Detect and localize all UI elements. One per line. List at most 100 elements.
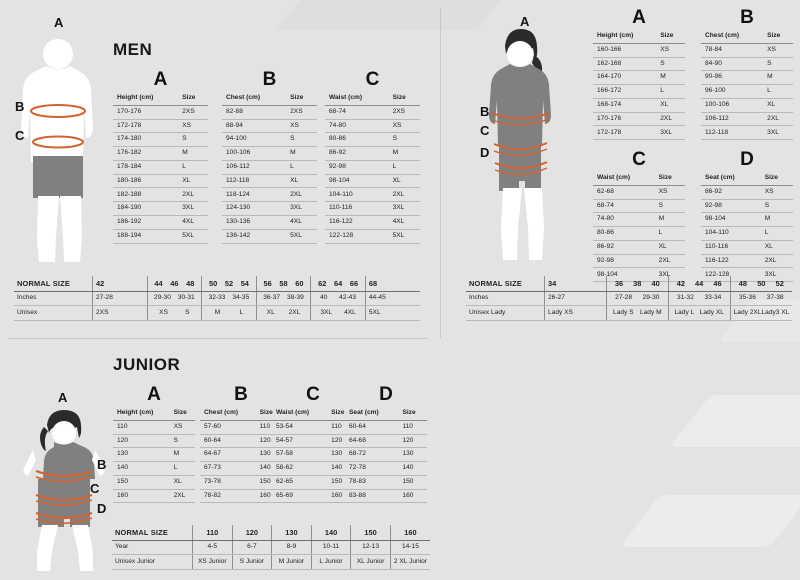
measurement-value: 110-116: [701, 240, 759, 255]
normal-size-value: 33-34: [704, 294, 722, 302]
table-group-letter: C: [365, 69, 380, 90]
measurement-value: 120: [113, 434, 168, 449]
size-value: 5XL: [284, 229, 317, 244]
normal-size-cell: 27-28: [92, 291, 148, 307]
size-value: L: [652, 226, 685, 241]
measurement-value: 78-82: [200, 489, 254, 504]
measurement-value: 68-74: [593, 199, 653, 214]
normal-size-value: 48: [738, 278, 747, 288]
section-title-men: MEN: [113, 40, 153, 59]
size-value: 3XL: [284, 201, 317, 217]
size-value: S: [761, 57, 793, 72]
table-row: 92-98 L: [325, 160, 420, 175]
column-header: Size: [167, 407, 195, 421]
normal-size-cell: S Junior: [231, 554, 272, 571]
table-group-letter: B: [740, 7, 754, 28]
normal-size-row: Year 4-5 6-7 8-9 10-11 12-13 14-15: [112, 540, 430, 556]
table-row: 92-98 2XL: [593, 254, 685, 269]
measurement-value: 78-84: [701, 43, 762, 58]
table-row: 168-174 XL: [593, 98, 685, 113]
normal-size-cell: 6-7: [231, 540, 272, 556]
normal-size-value: 32-33: [208, 294, 226, 302]
size-value: L: [758, 226, 793, 241]
table-header-row: Seat (cm) Size: [701, 172, 793, 186]
table-row: 178-184 L: [113, 160, 208, 175]
measurement-value: 140: [113, 461, 168, 476]
figure-label-c: C: [480, 123, 490, 138]
row-label: Inches: [466, 291, 545, 307]
measurement-value: 86-92: [593, 240, 653, 255]
row-label: Year: [112, 540, 193, 556]
measurement-value: 92-98: [701, 199, 759, 214]
normal-size-row: Unisex Lady Lady XS Lady S Lady M Lady L Lady…: [466, 305, 792, 322]
table-row: 160 2XL: [113, 489, 195, 504]
table-row: 74-80 M: [593, 212, 685, 228]
measurement-table: Height (cm) Size 170-176 2XS 172-178 XS 174-18…: [113, 92, 208, 244]
normal-size-value: 31-32: [677, 294, 694, 302]
figure-label-a: A: [520, 14, 530, 29]
size-value: M: [652, 212, 685, 228]
size-value: XL: [176, 174, 208, 189]
measurement-value: 160-166: [593, 43, 655, 58]
size-value: XS: [654, 43, 685, 58]
normal-size-value: 62: [318, 278, 327, 288]
table-row: 100-106 XL: [701, 98, 793, 113]
measurement-value: 180-186: [113, 174, 177, 189]
measurement-value: 176-182: [113, 146, 177, 161]
normal-size-cell: L Junior: [310, 554, 351, 571]
table-row: 172-178 3XL: [593, 125, 685, 141]
table-row: 64-68 120: [345, 434, 427, 449]
chevron-watermark-lower-1: [669, 395, 800, 447]
size-value: 2XL: [167, 489, 195, 504]
table-header-row: Chest (cm) Size: [200, 407, 282, 421]
normal-size-value: Lady L: [674, 308, 695, 316]
measurement-value: 92-98: [325, 160, 387, 175]
measurement-value: 98-104: [325, 174, 387, 189]
table-row: 174-180 S: [113, 132, 208, 148]
table-row: 98-104 XL: [325, 174, 420, 189]
column-header: Height (cm): [113, 92, 177, 106]
figure-man: A B C: [8, 10, 108, 265]
measurement-value: 100-106: [701, 98, 762, 113]
table-row: 130-136 4XL: [222, 215, 317, 230]
measurement-value: 130-136: [222, 215, 285, 230]
junior-table-d: D Seat (cm) Size 60-64 110 64-68 120 68-72 130 72…: [345, 385, 427, 504]
size-value: XS: [167, 420, 195, 435]
measurement-table: Chest (cm) Size 78-84 XS 84-90 S 90-96 M 96-100 L…: [701, 30, 793, 141]
vertical-divider: [440, 8, 441, 338]
normal-size-cell: XS S: [146, 305, 202, 322]
measurement-value: 116-122: [701, 254, 759, 269]
junior-silhouette: [23, 410, 105, 571]
normal-size-value: 35-36: [739, 294, 756, 302]
column-header: Size: [758, 172, 793, 186]
measurement-value: 88-94: [222, 119, 285, 134]
normal-size-value: 44: [695, 278, 704, 288]
table-row: 176-182 M: [113, 146, 208, 161]
size-value: L: [176, 160, 208, 175]
measurement-value: 136-142: [222, 229, 285, 244]
normal-size-cell: 110: [192, 525, 233, 541]
table-header-row: Height (cm) Size: [113, 92, 208, 106]
measurement-value: 94-100: [222, 132, 285, 148]
normal-size-cell: 27-28 29-30: [605, 291, 669, 307]
normal-size-table: NORMAL SIZE 42 44 46 48 50 52 54 56 58 60 62 64 66 68 I…: [14, 276, 420, 322]
column-header: Size: [654, 30, 685, 44]
normal-size-cell: 160: [389, 525, 430, 541]
normal-size-value: 54: [240, 278, 249, 288]
normal-size-row: NORMAL SIZE 110 120 130 140 150 160: [112, 525, 430, 541]
normal-size-cell: 68: [364, 276, 420, 292]
size-value: 110: [396, 420, 427, 435]
table-row: 106-112 2XL: [701, 112, 793, 127]
measurement-value: 106-112: [222, 160, 285, 175]
size-value: XL: [386, 174, 420, 189]
normal-size-cell: 50 52 54: [201, 276, 257, 292]
table-row: 104-110 2XL: [325, 187, 420, 203]
normal-size-row: NORMAL SIZE 42 44 46 48 50 52 54 56 58 60 62 64 66 68: [14, 276, 420, 292]
table-row: 124-130 3XL: [222, 201, 317, 217]
normal-size-value: 48: [186, 278, 195, 288]
measurement-value: 78-83: [345, 475, 397, 490]
column-header: Waist (cm): [325, 92, 387, 106]
measurement-value: 98-104: [701, 212, 759, 228]
normal-size-cell: 140: [310, 525, 351, 541]
normal-size-cell: 5XL: [364, 305, 420, 322]
